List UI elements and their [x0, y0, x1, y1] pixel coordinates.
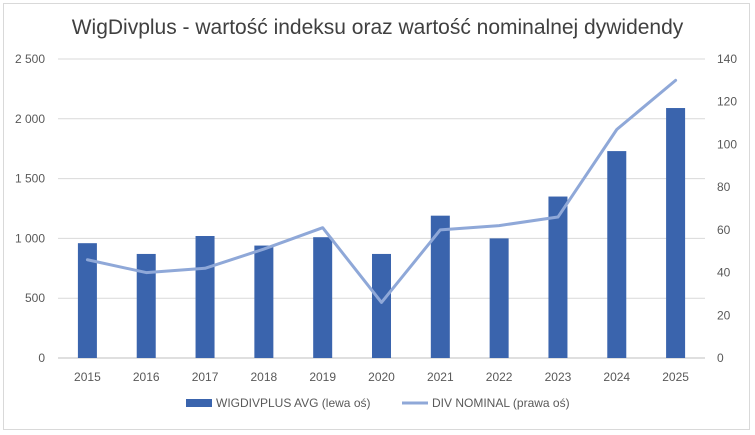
- left-axis-tick-label: 1 500: [15, 172, 45, 186]
- left-axis-tick-label: 500: [25, 291, 45, 305]
- right-axis-tick-label: 100: [717, 137, 737, 151]
- x-axis-tick-label: 2017: [192, 370, 219, 384]
- x-axis-tick-label: 2024: [603, 370, 630, 384]
- chart-title: WigDivplus - wartość indeksu oraz wartoś…: [71, 16, 684, 39]
- bar-2025: [666, 108, 686, 358]
- x-axis-tick-label: 2023: [545, 370, 572, 384]
- x-axis-tick-label: 2022: [486, 370, 513, 384]
- bar-2022: [489, 238, 509, 358]
- legend-bar-label: WIGDIVPLUS AVG (lewa oś): [216, 396, 370, 410]
- x-axis-tick-label: 2016: [133, 370, 160, 384]
- x-axis-tick-label: 2025: [662, 370, 689, 384]
- right-axis-tick-label: 60: [717, 223, 731, 237]
- x-axis-tick-label: 2015: [74, 370, 101, 384]
- bar-2021: [430, 215, 450, 358]
- right-axis-tick-label: 20: [717, 308, 731, 322]
- x-axis-ticks: 2015 2016 2017 2018 2019 2020 2021 2022 2023 2024…: [74, 370, 689, 384]
- left-axis-tick-label: 0: [38, 351, 45, 365]
- x-axis-tick-label: 2018: [251, 370, 278, 384]
- bar-2016: [136, 253, 156, 358]
- right-axis-ticks: 0 20 40 60 80 100 120 140: [717, 52, 737, 365]
- left-axis-ticks: 0 500 1 000 1 500 2 000 2 500: [15, 52, 45, 365]
- legend: WIGDIVPLUS AVG (lewa oś) DIV NOMINAL (pr…: [186, 396, 570, 410]
- bar-2019: [313, 237, 333, 358]
- x-axis-tick-label: 2020: [368, 370, 395, 384]
- right-axis-tick-label: 120: [717, 95, 737, 109]
- right-axis-tick-label: 80: [717, 180, 731, 194]
- x-axis-tick-label: 2021: [427, 370, 454, 384]
- bar-2015: [77, 243, 97, 358]
- left-axis-tick-label: 2 500: [15, 52, 45, 66]
- bar-series: [77, 108, 686, 358]
- bar-2017: [195, 236, 215, 358]
- right-axis-tick-label: 40: [717, 266, 731, 280]
- legend-line-label: DIV NOMINAL (prawa oś): [432, 396, 570, 410]
- bar-2020: [372, 253, 391, 358]
- right-axis-tick-label: 0: [717, 351, 724, 365]
- line-series: [85, 78, 678, 304]
- x-axis-tick-label: 2019: [309, 370, 336, 384]
- left-axis-tick-label: 2 000: [15, 112, 45, 126]
- legend-bar-swatch: [186, 399, 212, 407]
- left-axis-tick-label: 1 000: [15, 231, 45, 245]
- bar-2018: [254, 245, 274, 358]
- bar-2023: [548, 196, 568, 358]
- right-axis-tick-label: 140: [717, 52, 737, 66]
- bar-2024: [607, 151, 627, 358]
